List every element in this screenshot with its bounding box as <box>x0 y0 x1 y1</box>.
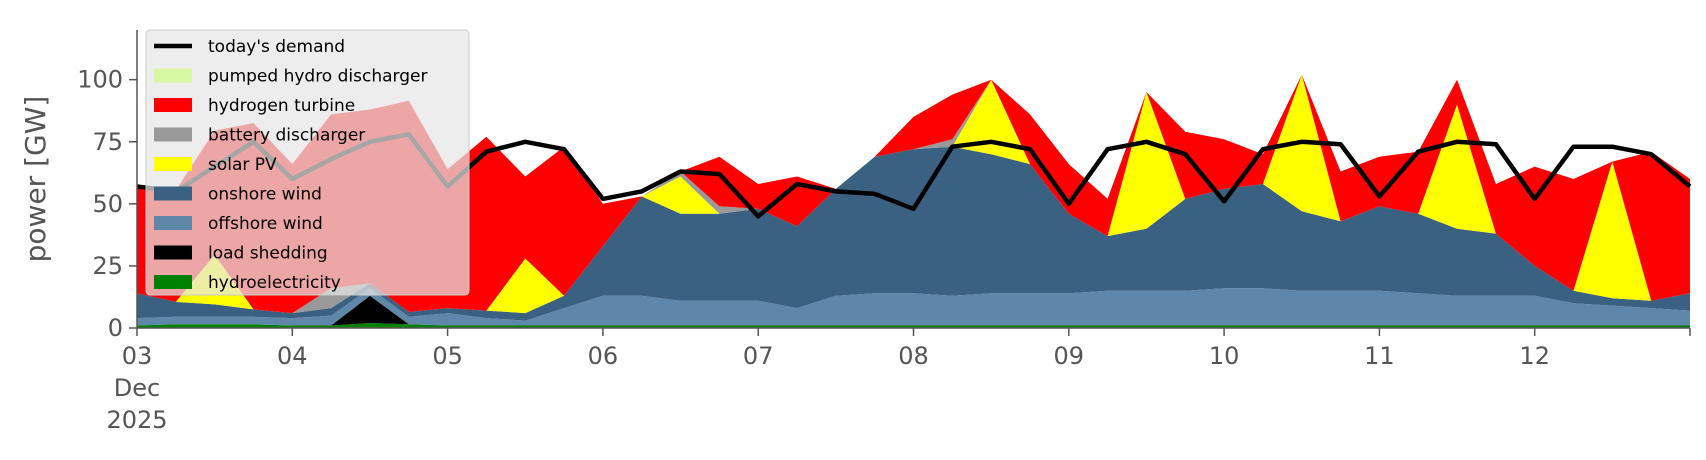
x-tick-label: 10 <box>1209 342 1240 370</box>
legend-label: offshore wind <box>208 214 323 234</box>
legend-label: solar PV <box>208 155 277 175</box>
legend-swatch <box>154 68 192 83</box>
legend-swatch <box>154 98 192 112</box>
area-solar-pv <box>137 74 1690 314</box>
legend-swatch <box>154 275 192 289</box>
legend-label: hydroelectricity <box>208 273 341 293</box>
x-tick-sublabel: Dec <box>114 374 160 402</box>
x-tick-label: 11 <box>1364 342 1395 370</box>
legend-item-onshore-wind: onshore wind <box>154 185 322 205</box>
y-tick-label: 75 <box>92 128 123 156</box>
legend-swatch <box>154 245 192 260</box>
x-tick-label: 04 <box>277 342 308 370</box>
x-tick-label: 08 <box>898 342 929 370</box>
y-tick-label: 50 <box>92 190 123 218</box>
legend-frame <box>145 29 470 296</box>
area-offshore-wind <box>137 288 1690 326</box>
legend-item-today-s-demand: today's demand <box>154 37 345 57</box>
legend-label: battery discharger <box>208 126 365 146</box>
legend-label: pumped hydro discharger <box>208 67 427 87</box>
legend-swatch <box>154 186 192 201</box>
legend-swatch <box>154 216 192 230</box>
axes: 0 25 50 75 100 03 04 05 06 07 08 09 10 11 12 Dec 2025 pow… <box>19 30 1691 434</box>
legend-item-solar-pv: solar PV <box>154 155 277 175</box>
legend-item-hydrogen-turbine: hydrogen turbine <box>154 96 355 116</box>
legend: today's demand pumped hydro discharger hyd… <box>145 29 470 296</box>
y-tick-label: 100 <box>77 66 123 94</box>
legend-item-load-shedding: load shedding <box>154 244 328 264</box>
legend-item-pumped-hydro-discharger: pumped hydro discharger <box>154 67 427 87</box>
legend-label: hydrogen turbine <box>208 96 355 116</box>
x-tick-sublabel: 2025 <box>106 406 167 434</box>
x-tick-label: 06 <box>588 342 619 370</box>
legend-item-hydroelectricity: hydroelectricity <box>154 273 341 293</box>
y-tick-label: 25 <box>92 252 123 280</box>
legend-swatch <box>154 127 192 142</box>
legend-label: load shedding <box>208 244 328 264</box>
x-tick-label: 07 <box>743 342 774 370</box>
legend-label: today's demand <box>208 37 345 57</box>
legend-item-battery-discharger: battery discharger <box>154 126 365 146</box>
legend-item-offshore-wind: offshore wind <box>154 214 323 234</box>
area-hydrogen-turbine <box>137 74 1690 314</box>
x-tick-label: 12 <box>1519 342 1550 370</box>
y-tick-label: 0 <box>108 314 123 342</box>
area-onshore-wind <box>137 146 1690 321</box>
stacked-area-series <box>137 74 1690 328</box>
legend-swatch <box>154 157 192 171</box>
legend-label: onshore wind <box>208 185 322 205</box>
x-tick-label: 09 <box>1054 342 1085 370</box>
x-tick-label: 03 <box>122 342 153 370</box>
x-tick-label: 05 <box>432 342 463 370</box>
y-axis-label: power [GW] <box>19 96 52 263</box>
